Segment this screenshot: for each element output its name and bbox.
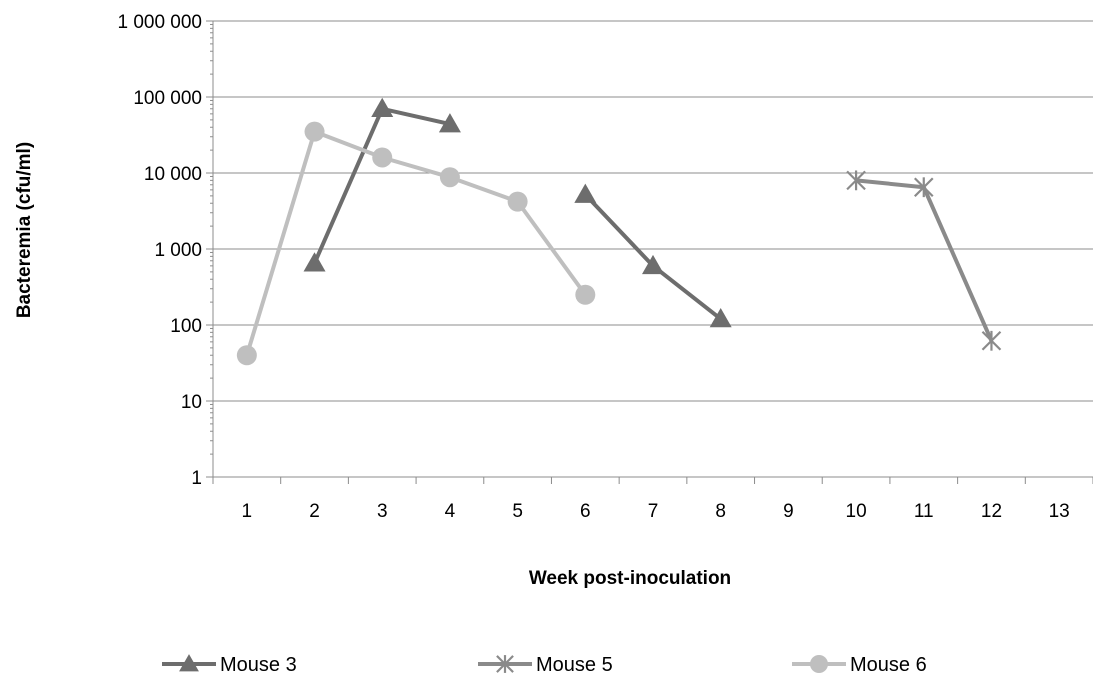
axes xyxy=(206,20,1093,484)
x-tick-label: 4 xyxy=(445,501,456,522)
x-tick-label: 12 xyxy=(981,501,1002,522)
legend-label: Mouse 3 xyxy=(220,654,297,676)
y-axis-tick-labels: 1 10 100 1 000 10 000 100 000 1 000 000 xyxy=(117,12,202,489)
marker-triangle xyxy=(709,307,732,328)
marker-star xyxy=(496,655,514,673)
marker-star xyxy=(981,330,1002,351)
x-tick-label: 11 xyxy=(914,501,934,522)
marker-circle xyxy=(439,167,460,188)
x-tick-label: 10 xyxy=(846,501,867,522)
marker-circle xyxy=(372,147,393,168)
y-tick-label: 1 000 xyxy=(154,240,202,261)
series-line xyxy=(312,106,451,265)
x-tick-label: 2 xyxy=(309,501,320,522)
marker-triangle xyxy=(303,252,326,272)
x-tick-label: 7 xyxy=(648,501,659,522)
marker-star xyxy=(913,177,934,198)
marker-triangle xyxy=(642,254,664,275)
legend-item: Mouse 5 xyxy=(478,654,613,676)
x-axis-tick-labels: 1 2 3 4 5 6 7 8 9 10 11 12 13 xyxy=(242,501,1070,522)
x-tick-label: 3 xyxy=(377,501,388,522)
y-axis-title: Bacteremia (cfu/ml) xyxy=(14,142,35,318)
marker-triangle xyxy=(438,113,461,133)
marker-triangle xyxy=(179,654,199,672)
data-series xyxy=(236,97,1002,366)
x-tick-label: 6 xyxy=(580,501,591,522)
x-tick-label: 1 xyxy=(242,501,253,522)
y-tick-label: 100 000 xyxy=(133,88,202,109)
marker-triangle xyxy=(371,97,394,118)
series-mouse-3 xyxy=(303,97,732,328)
legend-item: Mouse 6 xyxy=(792,654,927,676)
marker-circle xyxy=(575,284,596,305)
marker-circle xyxy=(304,121,325,142)
legend-label: Mouse 6 xyxy=(850,654,927,676)
marker-circle xyxy=(507,191,528,212)
marker-star xyxy=(846,170,866,191)
x-axis-title: Week post-inoculation xyxy=(529,568,731,589)
legend-item: Mouse 3 xyxy=(162,654,297,676)
marker-triangle xyxy=(574,183,597,203)
y-tick-label: 100 xyxy=(170,316,202,337)
series-mouse-5 xyxy=(846,170,1002,351)
legend: Mouse 3 Mouse 5 Mouse 6 xyxy=(162,654,927,676)
series-line xyxy=(855,178,994,342)
gridlines xyxy=(213,20,1093,402)
series-mouse-6 xyxy=(236,121,596,366)
series-line xyxy=(244,129,587,356)
y-tick-label: 10 xyxy=(181,392,202,413)
x-tick-label: 8 xyxy=(715,501,726,522)
legend-label: Mouse 5 xyxy=(536,654,613,676)
marker-circle xyxy=(810,655,828,673)
y-tick-label: 1 xyxy=(191,468,202,489)
x-tick-label: 13 xyxy=(1049,501,1070,522)
y-tick-label: 1 000 000 xyxy=(117,12,202,33)
x-tick-label: 5 xyxy=(512,501,523,522)
x-tick-label: 9 xyxy=(783,501,794,522)
marker-circle xyxy=(236,345,257,366)
y-tick-label: 10 000 xyxy=(144,164,202,185)
